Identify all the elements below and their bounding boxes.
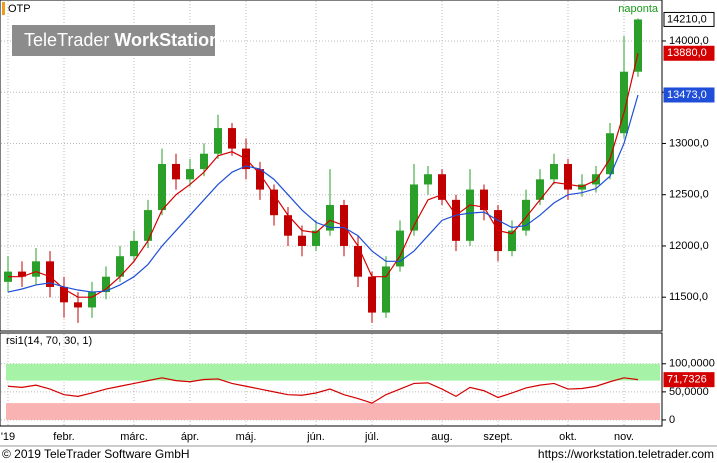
candle-body: [172, 163, 180, 180]
candle-body: [368, 276, 376, 313]
candle-body: [60, 286, 68, 303]
last-value-box: [663, 45, 715, 61]
candle-body: [200, 153, 208, 170]
last-value-label: 71,7326: [667, 374, 707, 386]
logo-product: WorkStation: [114, 30, 220, 50]
rsi-band: [6, 403, 660, 420]
last-value-box: [663, 87, 715, 103]
x-tick-label: jún.: [306, 431, 325, 443]
candle-body: [18, 271, 26, 277]
moving-average-line: [7, 94, 639, 293]
y-tick-label: 0: [669, 414, 675, 426]
candle-body: [508, 230, 516, 252]
x-tick-label: nov.: [614, 431, 634, 443]
x-tick-label: máj.: [236, 431, 257, 443]
x-tick-label: júl.: [364, 431, 379, 443]
candle-body: [298, 235, 306, 246]
candle-body: [144, 210, 152, 241]
candle-body: [452, 199, 460, 241]
y-tick-label: 100,0000: [669, 358, 715, 370]
y-tick-label: 14000,0: [669, 35, 709, 47]
plot-layer: [1, 1, 661, 425]
candle-body: [410, 184, 418, 231]
candle-body: [382, 266, 390, 313]
candle-body: [522, 199, 530, 231]
last-value-label: 13473,0: [667, 89, 707, 101]
candle-body: [186, 169, 194, 180]
candle-body: [46, 261, 54, 287]
candle-body: [214, 128, 222, 154]
candle-body: [74, 302, 82, 308]
candle-body: [326, 204, 334, 231]
period-label: naponta: [618, 3, 659, 15]
candle-body: [270, 189, 278, 216]
candle-body: [88, 292, 96, 308]
candle-body: [634, 19, 642, 72]
copyright: © 2019 TeleTrader Software GmbH: [2, 447, 190, 461]
logo-box: [12, 25, 215, 56]
last-value-label: 14210,0: [667, 13, 707, 25]
y-tick-label: 12000,0: [669, 240, 709, 252]
candle-body: [312, 230, 320, 246]
candle-body: [620, 71, 628, 134]
y-tick-label: 11500,0: [669, 291, 708, 303]
moving-average-line: [8, 53, 639, 298]
x-tick-label: márc.: [120, 431, 148, 443]
candle-body: [130, 240, 138, 257]
candle-body: [158, 163, 166, 211]
candle-body: [396, 230, 404, 267]
candle-body: [536, 179, 544, 200]
candle-body: [102, 276, 110, 293]
rsi-title: rsi1(14, 70, 30, 1): [6, 335, 92, 347]
x-tick-label: okt.: [559, 431, 577, 443]
x-tick-label: '19: [1, 431, 15, 443]
x-tick-label: febr.: [53, 431, 74, 443]
candle-body: [256, 169, 264, 190]
candle-body: [424, 174, 432, 185]
logo: TeleTrader WorkStation: [24, 30, 220, 50]
x-tick-label: szept.: [483, 431, 512, 443]
logo-brand: TeleTrader: [24, 30, 109, 50]
y-tick-label: 50,0000: [669, 386, 709, 398]
candle-body: [564, 163, 572, 190]
candle-body: [550, 163, 558, 180]
chart-title: OTP: [8, 3, 31, 15]
candle-body: [32, 261, 40, 277]
rsi-line: [7, 377, 639, 404]
last-value-box: [663, 372, 715, 388]
y-tick-label: 13000,0: [669, 137, 709, 149]
candle-body: [228, 128, 236, 149]
x-tick-label: aug.: [431, 431, 452, 443]
candle-body: [466, 189, 474, 241]
candle-body: [480, 189, 488, 211]
x-tick-label: ápr.: [181, 431, 199, 443]
last-value-box: [663, 11, 715, 27]
rsi-band: [6, 363, 660, 381]
candle-body: [284, 215, 292, 236]
last-value-label: 13880,0: [667, 47, 707, 59]
candle-body: [354, 245, 362, 277]
candle-body: [438, 174, 446, 200]
footer-url[interactable]: https://workstation.teletrader.com: [538, 447, 714, 461]
candle-body: [116, 256, 124, 277]
symbol-marker: [2, 2, 5, 15]
candle-body: [606, 133, 614, 175]
y-tick-label: 12500,0: [669, 189, 709, 201]
